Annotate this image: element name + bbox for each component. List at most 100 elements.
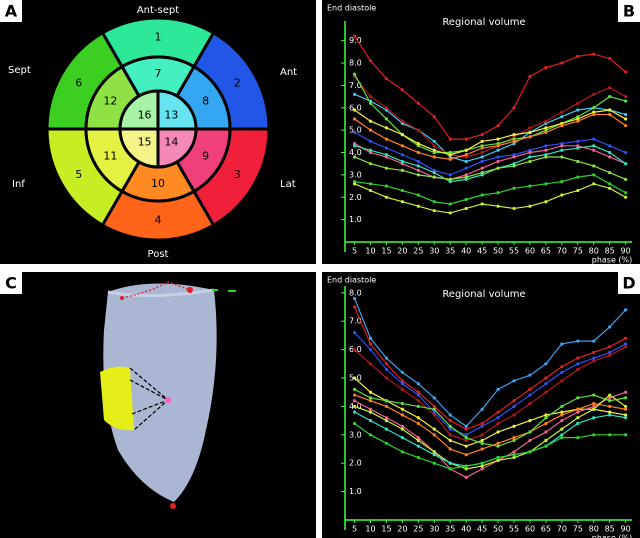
point xyxy=(576,356,580,360)
x-tick-label: 20 xyxy=(397,247,407,256)
point xyxy=(480,407,484,411)
segment-label: 3 xyxy=(234,168,241,181)
point xyxy=(448,447,452,451)
point xyxy=(512,139,516,143)
point xyxy=(384,117,389,121)
point xyxy=(560,155,564,159)
point xyxy=(416,404,420,409)
point xyxy=(592,393,596,397)
point xyxy=(352,410,357,414)
point xyxy=(480,150,484,155)
point xyxy=(544,382,548,386)
x-tick-label: 80 xyxy=(589,247,599,256)
point xyxy=(432,413,436,417)
point xyxy=(560,141,564,146)
point xyxy=(544,438,548,443)
x-tick-label: 60 xyxy=(525,525,535,534)
point xyxy=(624,117,628,121)
point xyxy=(448,150,452,155)
point xyxy=(384,356,389,360)
segment-label: 1 xyxy=(155,31,162,44)
x-tick-label: 90 xyxy=(621,525,631,534)
point xyxy=(368,342,373,346)
point xyxy=(576,188,580,193)
point xyxy=(368,162,373,166)
point xyxy=(576,436,580,440)
point xyxy=(432,144,436,148)
point xyxy=(432,450,436,454)
x-tick-label: 70 xyxy=(557,247,567,256)
point xyxy=(608,56,612,61)
point xyxy=(528,126,532,130)
point xyxy=(576,108,580,112)
point xyxy=(496,444,500,448)
segment-label: 7 xyxy=(155,67,162,80)
base-point xyxy=(120,296,124,300)
point xyxy=(368,407,373,411)
point xyxy=(512,141,516,146)
point xyxy=(496,416,500,420)
point xyxy=(448,153,452,157)
point xyxy=(576,396,580,400)
point xyxy=(464,475,468,480)
point xyxy=(368,182,373,186)
point xyxy=(560,115,564,119)
point xyxy=(560,110,564,114)
point xyxy=(608,155,612,159)
base-line xyxy=(121,281,191,299)
point xyxy=(464,166,468,170)
point xyxy=(416,416,420,420)
point xyxy=(400,407,404,411)
point xyxy=(480,146,484,150)
panel-letter: C xyxy=(5,274,17,293)
point xyxy=(384,376,389,380)
point xyxy=(400,424,404,428)
point xyxy=(592,148,596,152)
point xyxy=(400,436,404,440)
direction-label: Lat xyxy=(280,179,296,190)
point xyxy=(368,390,373,394)
point xyxy=(624,396,628,400)
point xyxy=(352,108,357,112)
point xyxy=(368,139,373,143)
point xyxy=(560,121,564,126)
x-tick-label: 80 xyxy=(589,525,599,534)
point xyxy=(576,119,580,123)
point xyxy=(560,433,564,437)
y-tick-label: 3.0 xyxy=(349,170,362,179)
x-tick-label: 40 xyxy=(461,525,471,534)
x-tick-label: 5 xyxy=(352,247,357,256)
y-tick-label: 1.0 xyxy=(349,487,362,496)
point xyxy=(352,144,357,148)
point xyxy=(512,436,516,440)
point xyxy=(432,200,436,204)
point xyxy=(480,424,484,428)
point xyxy=(384,399,389,403)
point xyxy=(592,182,596,186)
point xyxy=(496,124,500,128)
point xyxy=(464,148,468,152)
series-line xyxy=(354,394,626,456)
point xyxy=(576,54,580,58)
point xyxy=(480,171,484,175)
segment-label: 12 xyxy=(103,95,117,108)
segment-label: 15 xyxy=(138,135,152,148)
panel-d-bg xyxy=(322,272,640,538)
point xyxy=(448,438,452,443)
point xyxy=(592,416,596,420)
point xyxy=(512,153,516,157)
point xyxy=(544,65,548,70)
point xyxy=(384,137,389,141)
x-axis-label: phase (%) xyxy=(592,256,633,265)
point xyxy=(416,141,420,146)
point xyxy=(432,148,436,152)
point xyxy=(368,399,373,403)
y-tick-label: 8.0 xyxy=(349,59,362,68)
point xyxy=(608,353,612,357)
point xyxy=(576,339,580,343)
point xyxy=(512,186,516,190)
point xyxy=(384,106,389,110)
point xyxy=(448,427,452,431)
series-line xyxy=(354,306,626,430)
